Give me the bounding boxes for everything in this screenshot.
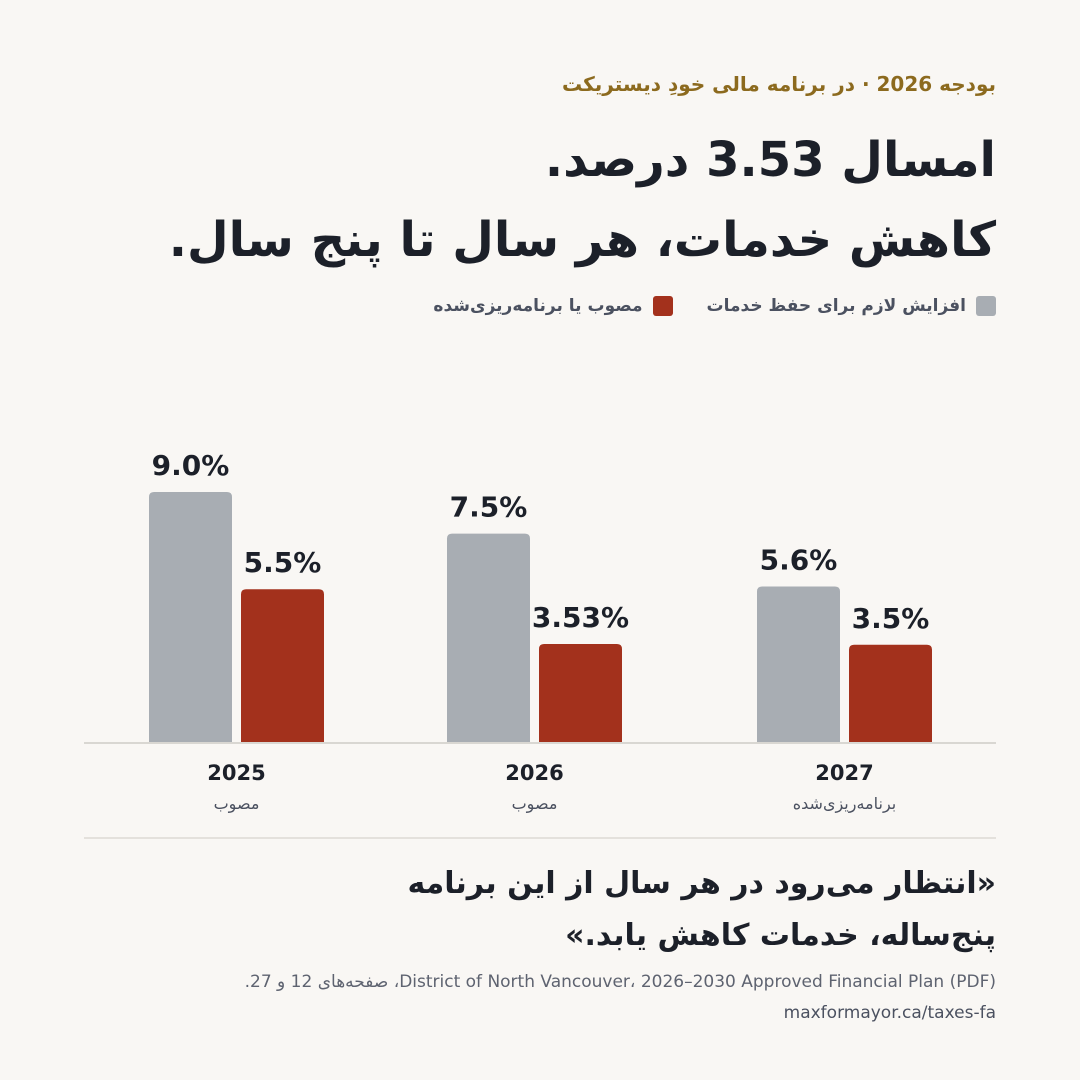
bar-approved-2026 — [539, 643, 622, 742]
bar-approved-2027 — [849, 644, 932, 742]
bar-required-2027 — [757, 586, 840, 742]
bar-approved-2025 — [241, 589, 324, 742]
bar-required-2026 — [447, 533, 530, 742]
x-tick-label-2026: 2026 — [505, 761, 563, 785]
x-tick-label-2027: 2027 — [815, 761, 873, 785]
headline-line-1: امسال 3.53 درصد. — [544, 132, 996, 188]
headline-line-2: کاهش خدمات، هر سال تا پنج سال. — [168, 212, 996, 268]
kicker: بودجه 2026 · در برنامه مالی خودِ دیستریک… — [561, 72, 996, 96]
legend-swatch-required — [976, 296, 996, 316]
x-tick-label-2025: 2025 — [207, 761, 265, 785]
data-label-required-2025: 9.0% — [152, 449, 230, 482]
quote-line-2: پنج‌ساله، خدمات کاهش یابد.» — [565, 918, 996, 953]
source-citation: District of North Vancouver، 2026–2030 A… — [244, 972, 996, 992]
x-tick-sublabel-2027: برنامه‌ریزی‌شده — [793, 794, 896, 814]
bar-required-2025 — [149, 492, 232, 742]
legend-item-approved: مصوب یا برنامه‌ریزی‌شده — [433, 296, 673, 316]
data-label-required-2027: 5.6% — [760, 543, 838, 576]
quote: «انتظار می‌رود در هر سال از این برنامه پ… — [84, 858, 996, 962]
data-label-required-2026: 7.5% — [450, 491, 528, 524]
legend-item-required: افزایش لازم برای حفظ خدمات — [707, 296, 996, 316]
headline: امسال 3.53 درصد. کاهش خدمات، هر سال تا پ… — [84, 120, 996, 280]
data-label-approved-2025: 5.5% — [244, 546, 322, 579]
bar-chart: 9.0% 5.5% 2025 مصوب 7.5% 3.53% 2026 مصوب 5.6% 3.5… — [84, 449, 996, 814]
data-label-approved-2027: 3.5% — [852, 602, 930, 635]
legend-label-approved: مصوب یا برنامه‌ریزی‌شده — [433, 296, 643, 316]
x-tick-sublabel-2026: مصوب — [512, 794, 558, 814]
legend-swatch-approved — [652, 296, 673, 316]
legend: افزایش لازم برای حفظ خدمات مصوب یا برنام… — [84, 296, 996, 316]
data-label-approved-2026: 3.53% — [532, 601, 629, 634]
x-tick-sublabel-2025: مصوب — [214, 794, 260, 814]
legend-label-required: افزایش لازم برای حفظ خدمات — [706, 296, 966, 316]
source-url[interactable]: maxformayor.ca/taxes-fa — [783, 1003, 996, 1023]
divider — [84, 837, 996, 839]
quote-line-1: «انتظار می‌رود در هر سال از این برنامه — [407, 866, 996, 901]
